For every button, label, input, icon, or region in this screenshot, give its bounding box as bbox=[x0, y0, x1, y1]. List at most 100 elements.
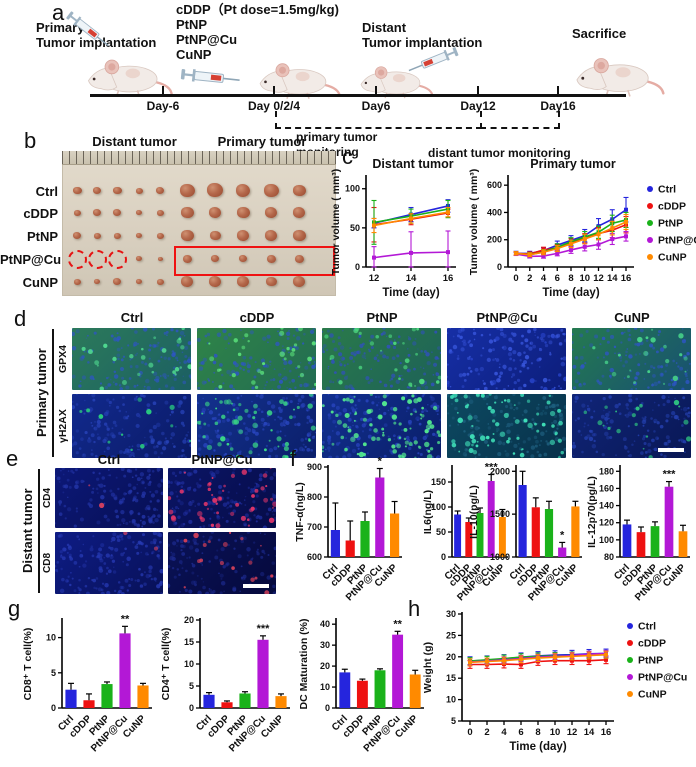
timeline-tick bbox=[375, 86, 377, 96]
micro-gpx4-ctrl bbox=[72, 328, 191, 390]
svg-text:cDDP: cDDP bbox=[658, 201, 686, 213]
svg-text:100: 100 bbox=[431, 502, 446, 512]
svg-text:15: 15 bbox=[184, 637, 194, 647]
photo-row-label: PtNP bbox=[26, 229, 58, 244]
svg-text:10: 10 bbox=[184, 659, 194, 669]
primary-implant-line2: Tumor implantation bbox=[36, 35, 157, 50]
svg-text:Tumor volume ( mm³): Tumor volume ( mm³) bbox=[330, 169, 342, 276]
svg-text:25: 25 bbox=[446, 630, 456, 640]
micro-gpx4-cddp bbox=[197, 328, 316, 390]
svg-text:10: 10 bbox=[46, 633, 56, 643]
svg-text:800: 800 bbox=[307, 492, 322, 502]
primary-monitoring-bracket bbox=[275, 111, 482, 129]
svg-text:TNF-α(ng/L): TNF-α(ng/L) bbox=[294, 482, 306, 542]
tumor bbox=[156, 278, 164, 285]
svg-text:*: * bbox=[378, 456, 383, 468]
svg-text:6: 6 bbox=[518, 727, 523, 738]
primary-tumor-chart: 0 200 400 600 Tumor volume ( mm³) Primary tum… bbox=[468, 157, 696, 299]
svg-text:0: 0 bbox=[189, 703, 194, 713]
panel-label-b: b bbox=[24, 128, 37, 153]
panel-label-d: d bbox=[14, 306, 27, 331]
mouse-icon bbox=[575, 57, 665, 98]
group-label-distant-tumor: Distant tumor bbox=[20, 488, 35, 574]
svg-text:0: 0 bbox=[355, 262, 360, 272]
missing-tumor-circle bbox=[88, 250, 107, 269]
svg-text:CuNP: CuNP bbox=[658, 252, 687, 264]
svg-text:6: 6 bbox=[555, 273, 560, 284]
missing-tumor-circle bbox=[68, 250, 87, 269]
tumor bbox=[209, 276, 221, 287]
svg-text:Time (day): Time (day) bbox=[509, 741, 566, 753]
svg-text:10: 10 bbox=[320, 682, 330, 692]
svg-text:10: 10 bbox=[550, 727, 561, 738]
scale-bar bbox=[658, 448, 684, 452]
col-header: CuNP bbox=[614, 310, 650, 325]
svg-text:16: 16 bbox=[621, 273, 632, 284]
micro-gh2ax-ptnpcu bbox=[447, 394, 566, 458]
tumor bbox=[209, 207, 221, 218]
day-label: Day 0/2/4 bbox=[247, 99, 301, 113]
scale-bar bbox=[243, 584, 269, 588]
svg-text:100: 100 bbox=[599, 535, 614, 545]
tumor bbox=[113, 209, 121, 217]
day-label: Day12 bbox=[460, 99, 496, 113]
tumor bbox=[112, 186, 122, 195]
svg-text:0: 0 bbox=[467, 727, 472, 738]
svg-text:0: 0 bbox=[51, 703, 56, 713]
photo-row-label: Ctrl bbox=[35, 184, 58, 199]
svg-text:50: 50 bbox=[350, 223, 360, 233]
tumor bbox=[181, 276, 193, 287]
svg-text:Ctrl: Ctrl bbox=[658, 184, 676, 196]
svg-text:PtNP: PtNP bbox=[638, 655, 663, 667]
tnf-chart: 600700800900TNF-α(ng/L)CtrlcDDPPtNPPtNP@… bbox=[294, 456, 402, 603]
micro-gpx4-cunp bbox=[572, 328, 691, 390]
svg-text:Time (day): Time (day) bbox=[382, 287, 439, 299]
svg-text:1000: 1000 bbox=[490, 552, 510, 562]
panel-label-h: h bbox=[408, 596, 421, 621]
panel-label-e: e bbox=[6, 446, 19, 471]
day-label: Day6 bbox=[361, 99, 391, 113]
micro-gpx4-ptnp bbox=[322, 328, 441, 390]
row-label-cd4: CD4 bbox=[42, 488, 53, 509]
tumor bbox=[179, 183, 195, 197]
svg-text:PtNP@Cu: PtNP@Cu bbox=[638, 672, 687, 684]
svg-text:CD8⁺ T cell(%): CD8⁺ T cell(%) bbox=[22, 628, 34, 701]
micro-cd4-ptnpcu bbox=[168, 468, 276, 528]
tumor bbox=[236, 206, 250, 219]
svg-text:Ctrl: Ctrl bbox=[638, 621, 656, 633]
svg-text:*: * bbox=[560, 529, 565, 541]
tumor bbox=[94, 279, 100, 285]
syringe-icon bbox=[179, 66, 242, 88]
svg-text:***: *** bbox=[485, 462, 499, 474]
tumor bbox=[180, 206, 194, 219]
svg-text:PtNP@Cu: PtNP@Cu bbox=[658, 235, 696, 247]
svg-text:***: *** bbox=[257, 623, 271, 635]
tumor bbox=[293, 276, 305, 287]
tumor bbox=[180, 229, 194, 242]
svg-text:12: 12 bbox=[593, 273, 604, 284]
svg-text:100: 100 bbox=[345, 184, 360, 194]
sacrifice-label: Sacrifice bbox=[572, 26, 627, 41]
svg-text:0: 0 bbox=[441, 552, 446, 562]
timeline-tick bbox=[273, 86, 275, 96]
tumor bbox=[135, 187, 143, 194]
svg-text:Primary tumor: Primary tumor bbox=[530, 157, 616, 171]
day-label: Day16 bbox=[540, 99, 576, 113]
tumor bbox=[136, 256, 142, 262]
timeline-tick bbox=[557, 86, 559, 96]
svg-text:2: 2 bbox=[484, 727, 489, 738]
panel-label-f: f bbox=[290, 446, 297, 471]
svg-text:**: ** bbox=[121, 613, 130, 625]
svg-text:5: 5 bbox=[451, 716, 456, 726]
micro-gh2ax-cunp bbox=[572, 394, 691, 458]
svg-text:PtNP: PtNP bbox=[658, 218, 683, 230]
svg-text:600: 600 bbox=[487, 180, 502, 190]
tumor bbox=[157, 256, 163, 261]
panel-label-c: c bbox=[342, 144, 353, 169]
tumor bbox=[93, 187, 101, 195]
svg-text:CuNP: CuNP bbox=[638, 689, 667, 701]
ruler bbox=[62, 151, 336, 165]
svg-text:16: 16 bbox=[601, 727, 612, 738]
svg-text:***: *** bbox=[663, 469, 677, 481]
